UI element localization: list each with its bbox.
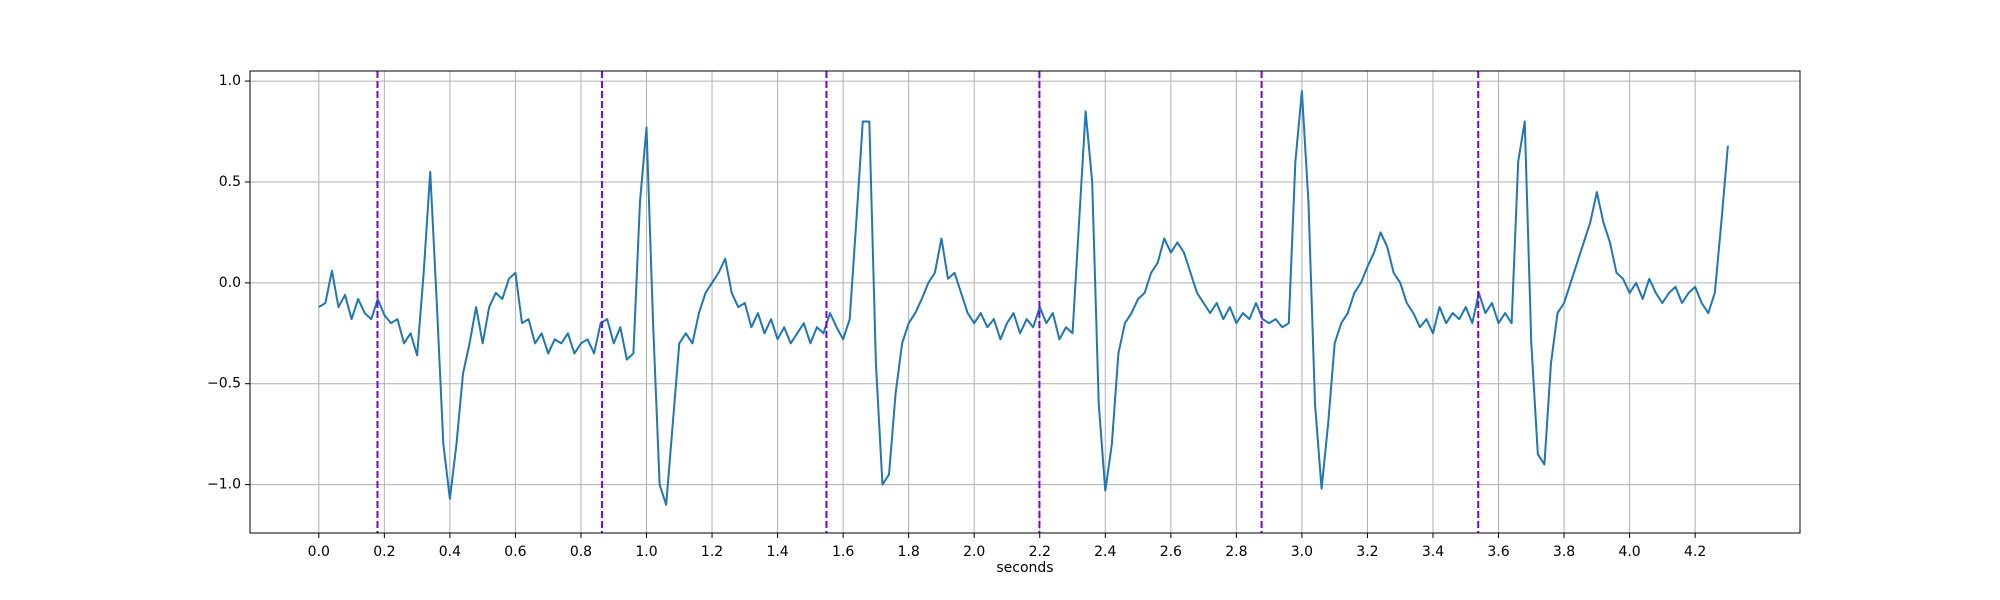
x-axis-label: seconds xyxy=(996,560,1053,576)
y-tick-label: 0.5 xyxy=(219,174,241,190)
x-tick-label: 1.2 xyxy=(701,544,723,560)
x-tick-label: 4.2 xyxy=(1684,544,1706,560)
x-tick-label: 0.6 xyxy=(504,544,526,560)
x-tick-label: 2.4 xyxy=(1094,544,1116,560)
plot-frame xyxy=(249,70,1801,534)
x-tick-label: 1.6 xyxy=(832,544,854,560)
x-tick-label: 3.4 xyxy=(1422,544,1444,560)
x-tick-label: 3.8 xyxy=(1553,544,1575,560)
x-tick-label: 3.0 xyxy=(1291,544,1313,560)
x-tick-label: 4.0 xyxy=(1618,544,1640,560)
x-tick-label: 0.4 xyxy=(439,544,461,560)
y-tick-label: −1.0 xyxy=(207,477,241,493)
x-tick-label: 2.2 xyxy=(1029,544,1051,560)
y-tick-label: −0.5 xyxy=(207,376,241,392)
x-tick-label: 0.2 xyxy=(373,544,395,560)
x-tick-label: 0.8 xyxy=(570,544,592,560)
y-tick-label: 1.0 xyxy=(219,73,241,89)
x-tick-label: 0.0 xyxy=(308,544,330,560)
x-tick-label: 1.0 xyxy=(635,544,657,560)
signal-line xyxy=(318,90,1729,506)
x-tick-label: 1.8 xyxy=(898,544,920,560)
x-tick-label: 3.6 xyxy=(1487,544,1509,560)
x-tick-label: 2.6 xyxy=(1160,544,1182,560)
x-tick-label: 3.2 xyxy=(1356,544,1378,560)
y-tick-label: 0.0 xyxy=(219,275,241,291)
x-tick-label: 2.0 xyxy=(963,544,985,560)
x-tick-label: 2.8 xyxy=(1225,544,1247,560)
x-tick-label: 1.4 xyxy=(766,544,788,560)
